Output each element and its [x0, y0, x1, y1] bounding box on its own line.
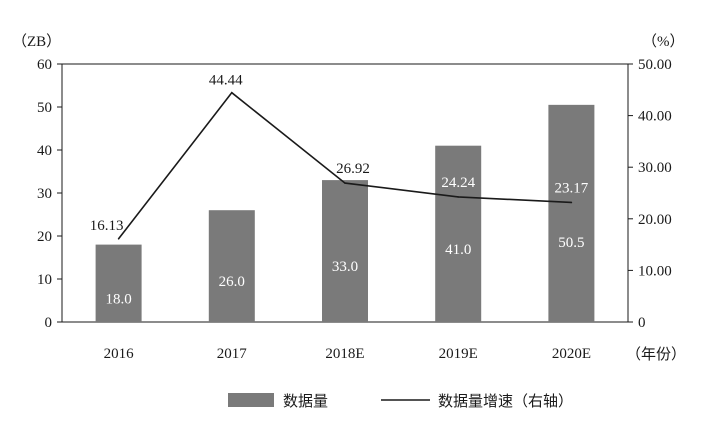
- legend: 数据量 数据量增速（右轴）: [228, 392, 573, 410]
- line-point: [570, 201, 573, 204]
- line-value-label: 16.13: [90, 218, 124, 234]
- bar-value-label: 26.0: [219, 274, 245, 290]
- legend-label-line: 数据量增速（右轴）: [438, 392, 573, 410]
- line-series: [117, 91, 573, 240]
- bar: [95, 244, 142, 322]
- x-tick-label: 2017: [217, 346, 248, 362]
- right-tick-label: 30.00: [638, 160, 672, 176]
- bar-value-label: 41.0: [445, 242, 471, 258]
- left-axis-unit: （ZB）: [12, 33, 61, 50]
- data-labels: 18.0 26.0 33.0 41.0 50.5 16.13 44.44 26.92 24.24…: [90, 73, 589, 308]
- bar-value-label: 50.5: [558, 235, 584, 251]
- line-value-label: 24.24: [441, 175, 475, 191]
- legend-label-bar: 数据量: [283, 392, 328, 410]
- x-axis-unit: （年份）: [626, 346, 686, 363]
- right-tick-label: 10.00: [638, 263, 672, 279]
- axes: 0 10 20 30 40 50 60 0 10.00 20.00 30.00 40.00 50.00 2…: [37, 57, 672, 362]
- line-point: [231, 91, 233, 94]
- x-tick-label: 2018E: [325, 346, 364, 362]
- line-value-label: 23.17: [555, 180, 589, 196]
- left-tick-label: 60: [37, 57, 52, 73]
- left-tick-label: 20: [37, 229, 52, 245]
- legend-swatch-bar: [228, 393, 274, 407]
- left-tick-label: 30: [37, 186, 52, 202]
- left-tick-label: 10: [37, 272, 52, 288]
- x-tick-label: 2016: [104, 346, 135, 362]
- bar-value-label: 18.0: [105, 291, 131, 307]
- right-tick-label: 50.00: [638, 57, 672, 73]
- line-point: [457, 196, 460, 198]
- bar: [322, 180, 368, 322]
- x-tick-label: 2020E: [552, 346, 591, 362]
- left-tick-label: 40: [37, 143, 52, 159]
- right-axis-unit: （%）: [642, 33, 685, 50]
- right-tick-label: 0: [638, 315, 646, 331]
- bar-series: [95, 104, 595, 322]
- line-value-label: 26.92: [336, 161, 370, 177]
- bar-value-label: 33.0: [332, 259, 358, 275]
- line-point: [117, 237, 120, 240]
- bar: [208, 210, 255, 322]
- right-tick-label: 20.00: [638, 212, 672, 228]
- left-tick-label: 0: [45, 315, 53, 331]
- right-tick-label: 40.00: [638, 109, 672, 125]
- line-point: [344, 182, 346, 184]
- bar: [548, 104, 595, 322]
- left-tick-label: 50: [37, 100, 52, 116]
- x-tick-label: 2019E: [439, 346, 478, 362]
- bar: [435, 145, 482, 322]
- line-value-label: 44.44: [209, 73, 243, 89]
